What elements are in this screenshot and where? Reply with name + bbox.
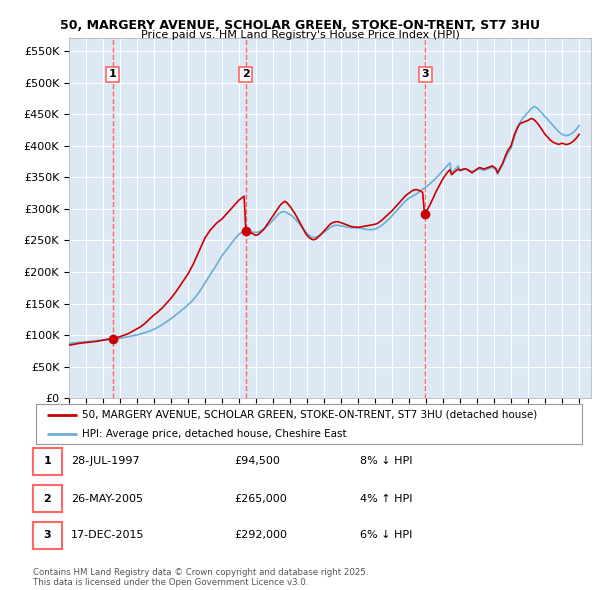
Text: 8% ↓ HPI: 8% ↓ HPI bbox=[360, 457, 413, 466]
Text: £292,000: £292,000 bbox=[234, 530, 287, 540]
Text: Price paid vs. HM Land Registry's House Price Index (HPI): Price paid vs. HM Land Registry's House … bbox=[140, 30, 460, 40]
Text: 50, MARGERY AVENUE, SCHOLAR GREEN, STOKE-ON-TRENT, ST7 3HU: 50, MARGERY AVENUE, SCHOLAR GREEN, STOKE… bbox=[60, 19, 540, 32]
Text: 26-MAY-2005: 26-MAY-2005 bbox=[71, 494, 143, 503]
Text: £94,500: £94,500 bbox=[234, 457, 280, 466]
Text: 3: 3 bbox=[422, 70, 429, 79]
Text: 1: 1 bbox=[109, 70, 116, 79]
Text: 2: 2 bbox=[44, 494, 51, 503]
Text: Contains HM Land Registry data © Crown copyright and database right 2025.
This d: Contains HM Land Registry data © Crown c… bbox=[33, 568, 368, 587]
Text: 2: 2 bbox=[242, 70, 250, 79]
Text: 4% ↑ HPI: 4% ↑ HPI bbox=[360, 494, 413, 503]
Text: HPI: Average price, detached house, Cheshire East: HPI: Average price, detached house, Ches… bbox=[82, 429, 347, 438]
Text: £265,000: £265,000 bbox=[234, 494, 287, 503]
Text: 3: 3 bbox=[44, 530, 51, 540]
Text: 17-DEC-2015: 17-DEC-2015 bbox=[71, 530, 145, 540]
Text: 6% ↓ HPI: 6% ↓ HPI bbox=[360, 530, 412, 540]
Text: 1: 1 bbox=[44, 457, 51, 466]
Text: 50, MARGERY AVENUE, SCHOLAR GREEN, STOKE-ON-TRENT, ST7 3HU (detached house): 50, MARGERY AVENUE, SCHOLAR GREEN, STOKE… bbox=[82, 410, 538, 420]
Text: 28-JUL-1997: 28-JUL-1997 bbox=[71, 457, 139, 466]
